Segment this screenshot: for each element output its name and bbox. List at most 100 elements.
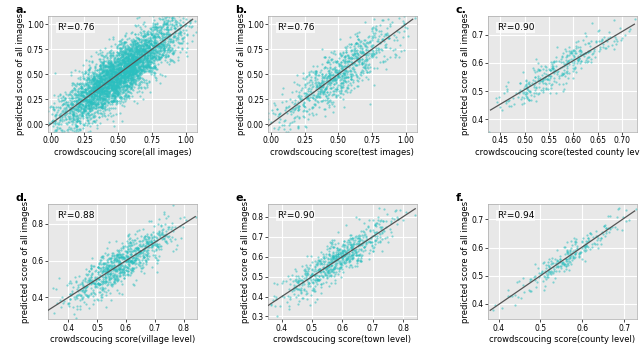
Y-axis label: predicted score of all images: predicted score of all images xyxy=(17,13,26,135)
Point xyxy=(109,68,120,74)
Point xyxy=(130,79,140,85)
Point xyxy=(74,104,84,109)
Point xyxy=(50,114,60,119)
Point xyxy=(115,58,125,64)
Point xyxy=(353,235,363,240)
Point xyxy=(83,90,93,95)
Point xyxy=(388,217,399,222)
Point xyxy=(151,48,161,54)
Point xyxy=(355,49,365,55)
Point xyxy=(573,253,584,258)
Point xyxy=(122,89,132,95)
Point xyxy=(90,281,100,287)
Point xyxy=(319,255,330,261)
Point xyxy=(93,51,104,57)
Point xyxy=(161,53,172,59)
Point xyxy=(106,259,116,265)
Point xyxy=(112,43,122,49)
Point xyxy=(152,243,163,248)
Point xyxy=(109,85,119,91)
Point xyxy=(582,244,592,249)
Point xyxy=(349,247,360,253)
Point xyxy=(382,56,392,62)
Point xyxy=(97,84,107,90)
Point xyxy=(519,290,529,295)
Point xyxy=(167,21,177,26)
Point xyxy=(329,252,339,258)
Point xyxy=(581,243,591,249)
Point xyxy=(275,116,285,122)
Point xyxy=(124,73,134,78)
Point xyxy=(558,86,568,92)
Point xyxy=(126,62,136,68)
Point xyxy=(544,72,554,78)
Point xyxy=(133,47,143,53)
Point xyxy=(543,86,553,92)
Point xyxy=(90,63,100,69)
Point xyxy=(125,68,135,74)
Point xyxy=(294,277,305,283)
Point xyxy=(301,264,312,270)
Point xyxy=(84,84,95,90)
Point xyxy=(118,72,129,78)
Point xyxy=(124,69,134,74)
Point xyxy=(83,82,93,88)
Point xyxy=(129,54,140,60)
Point xyxy=(547,81,557,87)
Point xyxy=(141,48,152,54)
Point xyxy=(158,43,168,48)
Point xyxy=(303,271,313,277)
Point xyxy=(92,83,102,89)
Point xyxy=(147,244,157,250)
Point xyxy=(315,277,325,282)
Point xyxy=(570,50,580,56)
Point xyxy=(132,60,142,66)
Point xyxy=(138,33,148,39)
Point xyxy=(383,32,393,38)
Point xyxy=(141,45,151,51)
Point xyxy=(320,271,330,277)
Point xyxy=(110,90,120,96)
Point xyxy=(104,78,115,84)
Point xyxy=(121,62,131,68)
Point xyxy=(130,22,140,27)
Point xyxy=(319,89,329,95)
Point xyxy=(109,63,119,69)
Point xyxy=(144,43,154,49)
Point xyxy=(140,46,150,52)
Point xyxy=(124,73,134,79)
Point xyxy=(138,35,148,40)
Point xyxy=(106,70,116,75)
Point xyxy=(65,291,76,297)
Point xyxy=(138,22,148,27)
Point xyxy=(92,83,102,89)
Point xyxy=(583,54,593,60)
Point xyxy=(324,264,334,270)
Point xyxy=(63,91,74,97)
Point xyxy=(318,90,328,96)
Point xyxy=(84,99,95,104)
Point xyxy=(108,113,118,118)
Point xyxy=(325,268,335,274)
Point xyxy=(160,54,170,60)
Point xyxy=(141,50,151,56)
Point xyxy=(120,87,130,92)
Point xyxy=(141,29,152,35)
Point xyxy=(50,70,60,76)
Point xyxy=(348,241,358,247)
Point xyxy=(166,57,176,62)
Point xyxy=(293,301,303,307)
Point xyxy=(330,258,340,264)
Point xyxy=(125,240,136,245)
Point xyxy=(134,51,144,57)
Point xyxy=(76,89,86,95)
Point xyxy=(103,96,113,101)
Point xyxy=(109,84,119,90)
Point xyxy=(105,67,115,73)
Point xyxy=(392,214,402,220)
Point xyxy=(340,259,351,265)
Point xyxy=(90,80,100,86)
Point xyxy=(102,94,113,100)
Point xyxy=(83,97,93,103)
Point xyxy=(91,267,101,273)
